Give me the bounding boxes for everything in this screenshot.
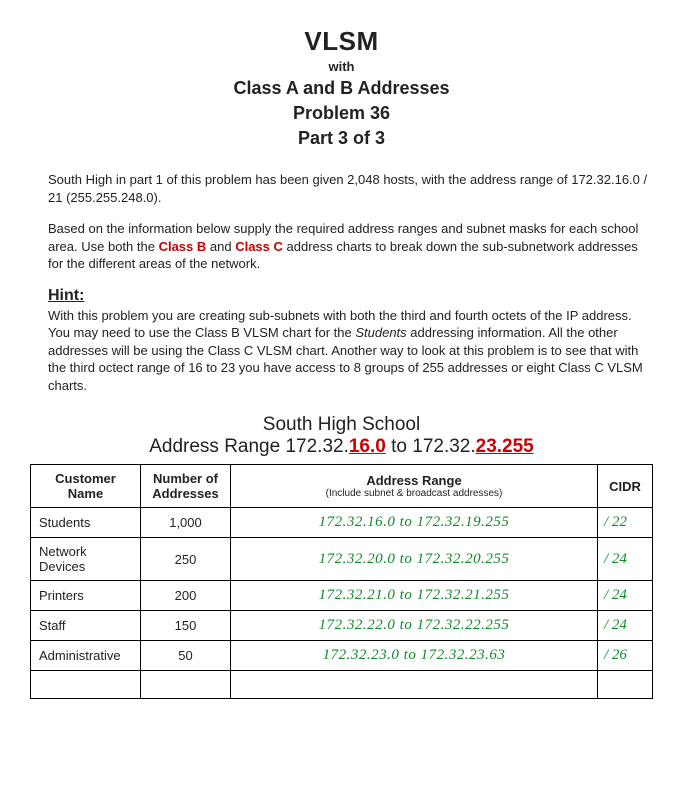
- paragraph-1: South High in part 1 of this problem has…: [48, 171, 648, 206]
- range-end: 23.255: [476, 436, 534, 457]
- cell-name: Administrative: [31, 641, 141, 671]
- class-c-text: Class C: [235, 239, 283, 254]
- table-row: Administrative50172.32.23.0 to 172.32.23…: [31, 641, 653, 671]
- table-header-row: Customer Name Number of Addresses Addres…: [31, 465, 653, 508]
- title-sub3: Part 3 of 3: [30, 128, 653, 149]
- th-cidr: CIDR: [598, 465, 653, 508]
- cell-num: 1,000: [141, 508, 231, 538]
- range-c: to 172.32.: [386, 436, 476, 457]
- cell-range: 172.32.16.0 to 172.32.19.255: [231, 508, 598, 538]
- address-range-line: Address Range 172.32.16.0 to 172.32.23.2…: [30, 436, 653, 458]
- cell-name: Students: [31, 508, 141, 538]
- th-customer-a: Customer: [55, 471, 116, 486]
- cell-num: 250: [141, 538, 231, 581]
- cell-cidr: / 22: [598, 508, 653, 538]
- table-row: Staff150172.32.22.0 to 172.32.22.255/ 24: [31, 611, 653, 641]
- table-row-empty: [31, 671, 653, 699]
- table-row: Network Devices250172.32.20.0 to 172.32.…: [31, 538, 653, 581]
- range-a: Address Range 172.32.: [149, 436, 349, 457]
- cell-range: 172.32.22.0 to 172.32.22.255: [231, 611, 598, 641]
- cell-num: 50: [141, 641, 231, 671]
- cell-cidr: / 26: [598, 641, 653, 671]
- cell-num: 200: [141, 581, 231, 611]
- th-range-a: Address Range: [366, 473, 461, 488]
- hint-students: Students: [355, 325, 406, 340]
- cell-range: 172.32.20.0 to 172.32.20.255: [231, 538, 598, 581]
- range-start: 16.0: [349, 436, 386, 457]
- cell-empty: [598, 671, 653, 699]
- paragraph-2: Based on the information below supply th…: [48, 220, 648, 273]
- cell-name: Network Devices: [31, 538, 141, 581]
- cell-range: 172.32.21.0 to 172.32.21.255: [231, 581, 598, 611]
- cell-range: 172.32.23.0 to 172.32.23.63: [231, 641, 598, 671]
- title-sub1: Class A and B Addresses: [30, 78, 653, 99]
- table-row: Printers200172.32.21.0 to 172.32.21.255/…: [31, 581, 653, 611]
- hint-heading: Hint:: [48, 287, 653, 305]
- th-range-b: (Include subnet & broadcast addresses): [237, 488, 591, 499]
- cell-name: Staff: [31, 611, 141, 641]
- cell-empty: [231, 671, 598, 699]
- cell-cidr: / 24: [598, 538, 653, 581]
- cell-name: Printers: [31, 581, 141, 611]
- th-number-b: Addresses: [152, 486, 218, 501]
- title-main: VLSM: [30, 26, 653, 57]
- th-range: Address Range (Include subnet & broadcas…: [231, 465, 598, 508]
- title-with: with: [30, 59, 653, 74]
- table-row: Students1,000172.32.16.0 to 172.32.19.25…: [31, 508, 653, 538]
- para2-c: and: [206, 239, 235, 254]
- cell-num: 150: [141, 611, 231, 641]
- title-block: VLSM with Class A and B Addresses Proble…: [30, 26, 653, 149]
- class-b-text: Class B: [159, 239, 207, 254]
- cell-cidr: / 24: [598, 611, 653, 641]
- school-name: South High School: [30, 414, 653, 436]
- th-customer-b: Name: [68, 486, 103, 501]
- title-sub2: Problem 36: [30, 103, 653, 124]
- th-number: Number of Addresses: [141, 465, 231, 508]
- vlsm-table: Customer Name Number of Addresses Addres…: [30, 464, 653, 699]
- hint-body: With this problem you are creating sub-s…: [48, 307, 648, 395]
- th-customer: Customer Name: [31, 465, 141, 508]
- cell-empty: [31, 671, 141, 699]
- school-block: South High School Address Range 172.32.1…: [30, 414, 653, 458]
- cell-cidr: / 24: [598, 581, 653, 611]
- th-number-a: Number of: [153, 471, 218, 486]
- table-body: Students1,000172.32.16.0 to 172.32.19.25…: [31, 508, 653, 699]
- cell-empty: [141, 671, 231, 699]
